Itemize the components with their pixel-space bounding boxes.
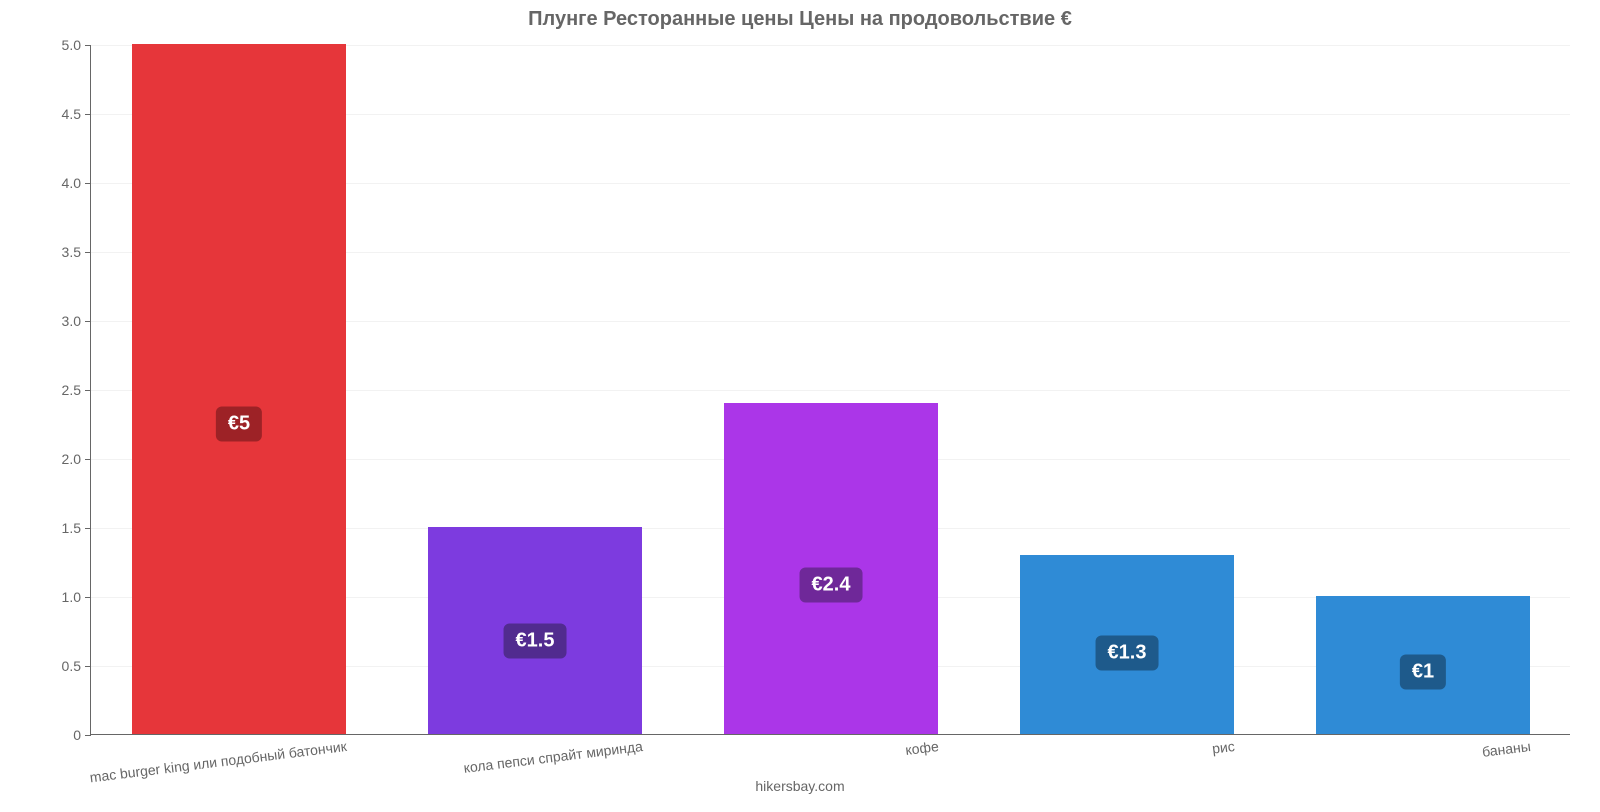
x-axis-label: кофе — [467, 738, 939, 812]
y-axis-label: 1.0 — [62, 589, 81, 605]
y-axis-label: 3.5 — [62, 244, 81, 260]
y-axis-label: 4.0 — [62, 175, 81, 191]
y-axis-label: 0.5 — [62, 658, 81, 674]
y-tick — [85, 597, 91, 598]
y-axis-label: 3.0 — [62, 313, 81, 329]
chart-credit: hikersbay.com — [0, 778, 1600, 794]
y-axis-label: 1.5 — [62, 520, 81, 536]
y-axis-label: 4.5 — [62, 106, 81, 122]
y-tick — [85, 114, 91, 115]
y-tick — [85, 666, 91, 667]
y-tick — [85, 252, 91, 253]
bar: €1.3 — [1020, 555, 1233, 734]
y-axis-label: 0 — [73, 727, 81, 743]
y-tick — [85, 459, 91, 460]
y-tick — [85, 735, 91, 736]
bar: €1.5 — [428, 527, 641, 734]
y-tick — [85, 45, 91, 46]
y-tick — [85, 528, 91, 529]
x-axis-label: рис — [763, 738, 1235, 812]
x-axis-label: кола пепси спрайт миринда — [171, 738, 643, 812]
bar: €5 — [132, 44, 345, 734]
bar-value-badge: €1.3 — [1096, 636, 1159, 671]
chart-title: Плунге Ресторанные цены Цены на продовол… — [0, 8, 1600, 31]
price-chart: Плунге Ресторанные цены Цены на продовол… — [0, 0, 1600, 800]
bar-value-badge: €1.5 — [504, 623, 567, 658]
y-tick — [85, 321, 91, 322]
bar-value-badge: €5 — [216, 406, 262, 441]
bar: €2.4 — [724, 403, 937, 734]
y-tick — [85, 183, 91, 184]
bar: €1 — [1316, 596, 1529, 734]
plot-area: 00.51.01.52.02.53.03.54.04.55.0€5mac bur… — [90, 45, 1570, 735]
x-axis-label: бананы — [1059, 738, 1531, 812]
y-axis-label: 2.5 — [62, 382, 81, 398]
y-axis-label: 5.0 — [62, 37, 81, 53]
y-axis-label: 2.0 — [62, 451, 81, 467]
bar-value-badge: €2.4 — [800, 567, 863, 602]
bar-value-badge: €1 — [1400, 654, 1446, 689]
y-tick — [85, 390, 91, 391]
